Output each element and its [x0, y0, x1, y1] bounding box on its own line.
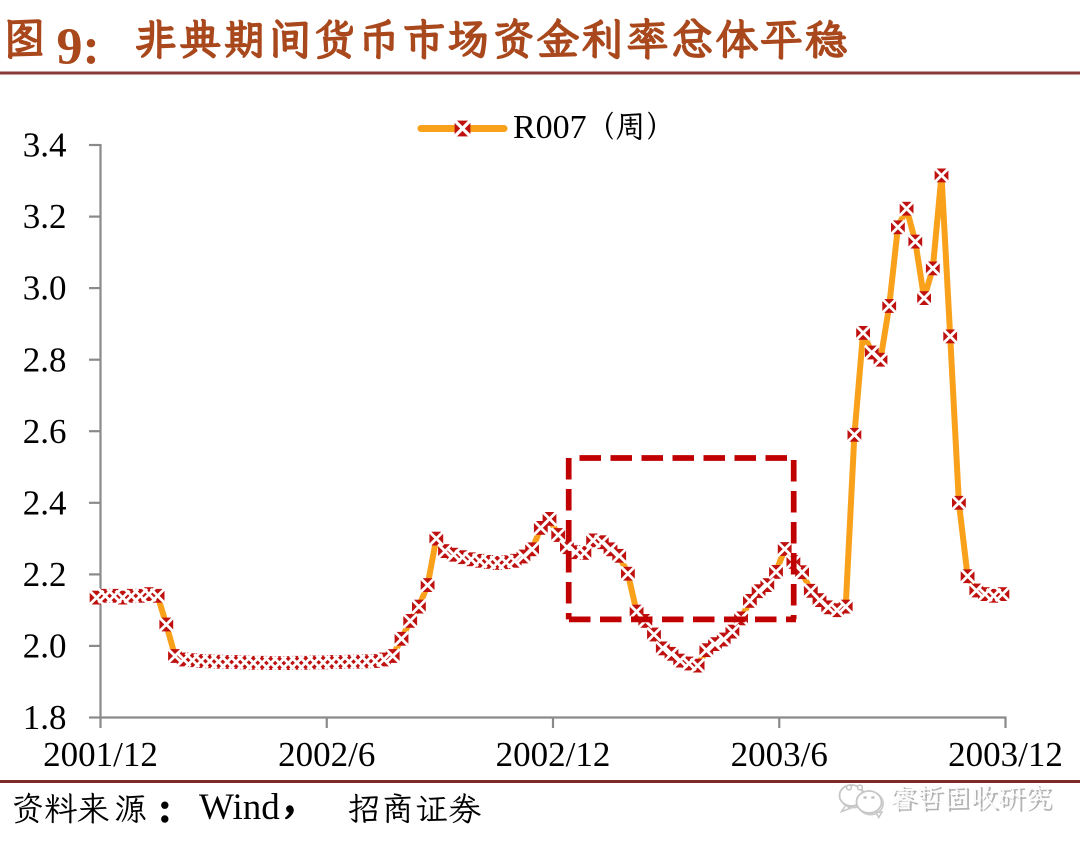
- svg-text:2.8: 2.8: [23, 340, 67, 379]
- svg-text:2002/6: 2002/6: [278, 735, 375, 774]
- svg-text:3.4: 3.4: [23, 126, 67, 165]
- svg-text:2.2: 2.2: [23, 555, 67, 594]
- svg-text:2.4: 2.4: [23, 483, 67, 522]
- svg-text:2.6: 2.6: [23, 412, 67, 451]
- svg-text:Wind: Wind: [199, 787, 280, 828]
- svg-text:2002/12: 2002/12: [496, 735, 611, 774]
- svg-text:R007: R007: [513, 109, 587, 146]
- svg-text:3.2: 3.2: [23, 197, 67, 236]
- svg-text:3.0: 3.0: [23, 269, 67, 308]
- svg-text:2003/6: 2003/6: [731, 735, 828, 774]
- svg-text:1.8: 1.8: [23, 698, 67, 737]
- svg-text:9:: 9:: [57, 19, 100, 76]
- svg-text:2001/12: 2001/12: [43, 735, 158, 774]
- svg-text:2003/12: 2003/12: [948, 735, 1063, 774]
- svg-text:2.0: 2.0: [23, 627, 67, 666]
